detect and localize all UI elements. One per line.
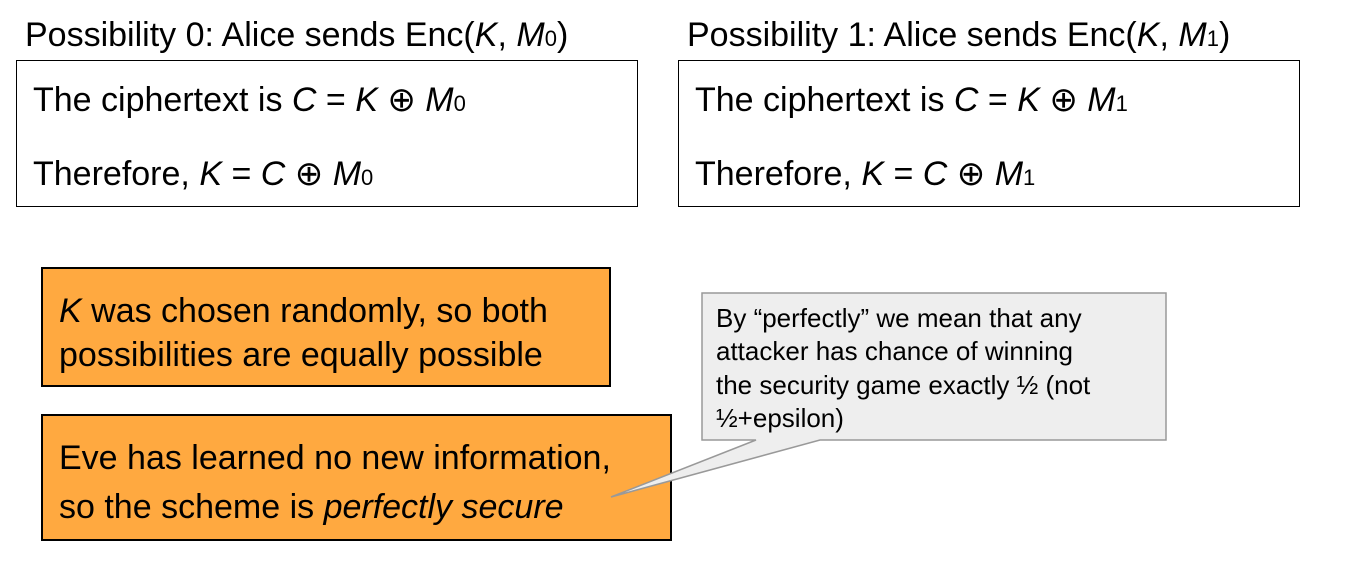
perfectly-secure-emphasis: perfectly secure (323, 488, 564, 527)
random-key-note-line-2: possibilities are equally possible (59, 336, 543, 375)
possibility-0-heading: Possibility 0: Alice sends Enc(K, M0) (25, 16, 569, 54)
xor-symbol: ⊕ (1039, 81, 1088, 119)
conclusion-box: Eve has learned no new information, so t… (41, 414, 672, 541)
xor-symbol: ⊕ (947, 155, 995, 193)
message-symbol: M (516, 16, 545, 54)
possibility-1-equation-box: The ciphertext is C = K ⊕ M1 Therefore, … (678, 60, 1300, 207)
key-equation: Therefore, K = C ⊕ M0 (33, 155, 374, 193)
random-key-note-line-1: K was chosen randomly, so both (59, 292, 548, 330)
random-key-note-box: K was chosen randomly, so both possibili… (41, 267, 611, 387)
message-subscript: 0 (544, 26, 557, 51)
callout-text: By “perfectly” we mean that any attacker… (716, 302, 1156, 435)
ciphertext-equation: The ciphertext is C = K ⊕ M0 (33, 81, 466, 119)
callout-line-4: ½+epsilon) (716, 402, 844, 433)
message-symbol: M (1178, 16, 1207, 54)
callout-line-1: By “perfectly” we mean that any (716, 303, 1082, 333)
xor-symbol: ⊕ (285, 155, 333, 193)
ciphertext-equation: The ciphertext is C = K ⊕ M1 (695, 81, 1128, 119)
possibility-0-equation-box: The ciphertext is C = K ⊕ M0 Therefore, … (16, 60, 638, 207)
possibility-1-heading: Possibility 1: Alice sends Enc(K, M1) (687, 16, 1231, 54)
message-subscript: 1 (1206, 26, 1219, 51)
callout-line-2: attacker has chance of winning (716, 336, 1073, 367)
conclusion-line-1: Eve has learned no new information, (59, 439, 611, 477)
callout-line-3: the security game exactly ½ (not (716, 369, 1091, 400)
key-symbol: K (1136, 16, 1160, 54)
xor-symbol: ⊕ (377, 81, 426, 119)
key-symbol: K (474, 16, 498, 54)
conclusion-line-2: so the scheme is perfectly secure (59, 488, 564, 527)
key-equation: Therefore, K = C ⊕ M1 (695, 155, 1036, 193)
